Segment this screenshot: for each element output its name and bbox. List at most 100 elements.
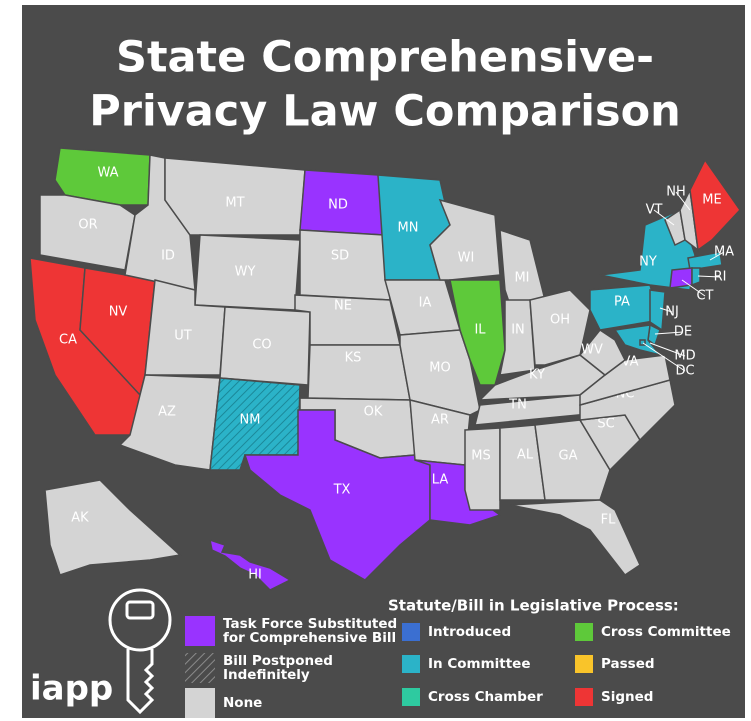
state-label: MA [714, 245, 734, 260]
legend-label: Introduced [428, 624, 512, 640]
leader-line [649, 342, 686, 357]
state-label: GA [559, 449, 578, 464]
state [613, 324, 662, 357]
state-label: DC [675, 364, 694, 379]
state-label: HI [248, 568, 262, 583]
state [464, 427, 501, 511]
state-label: OH [550, 313, 570, 328]
leader-line [659, 307, 673, 313]
legend-swatch [185, 688, 215, 718]
state [691, 267, 701, 287]
state-label: MT [225, 196, 244, 211]
legend-label: Passed [601, 656, 655, 672]
legend-swatch [402, 623, 420, 641]
state-label: UT [174, 329, 192, 344]
leader-line [653, 209, 675, 226]
title-line: State Comprehensive- [116, 33, 654, 83]
state-label: AL [517, 448, 534, 463]
state-label: TX [333, 483, 351, 498]
state-label: MI [514, 271, 529, 286]
state [243, 409, 431, 581]
state-label: LA [432, 473, 449, 488]
state-label: AR [431, 413, 449, 428]
states: WA OR CA NV ID MT WY UT CO AZ NM ND SD NE KS OK TX MN IA MO… [29, 147, 741, 591]
state [499, 299, 536, 376]
state-label: MS [471, 449, 490, 464]
state-label: PA [614, 295, 630, 310]
legend-swatch [575, 623, 593, 641]
state [299, 229, 391, 301]
state-label: FL [601, 513, 616, 528]
state-label: NH [666, 185, 686, 200]
state-label: MO [429, 361, 450, 376]
state-label: NV [109, 305, 128, 320]
state-label: IN [511, 323, 525, 338]
state-label: MD [674, 349, 695, 364]
state-label: IL [474, 323, 486, 338]
state-label: OR [78, 218, 97, 233]
leader-line [675, 191, 691, 211]
legend-swatch [185, 616, 215, 646]
state-label: ID [161, 249, 175, 264]
legend-swatch [185, 653, 215, 683]
state-label: MN [398, 221, 419, 236]
state-label: CO [252, 338, 271, 353]
state-label: RI [714, 270, 727, 285]
state-label: TN [508, 398, 527, 413]
legend-label: Signed [601, 689, 654, 705]
state-label: WA [97, 166, 118, 181]
state [449, 279, 506, 386]
leader-line [654, 331, 684, 335]
state-label: WY [235, 265, 256, 280]
legend-swatch [575, 688, 593, 706]
leader-line [697, 275, 721, 278]
state-label: VT [646, 203, 663, 218]
state-label: OK [364, 405, 383, 420]
state-label: CT [696, 289, 713, 304]
legend-swatch [575, 655, 593, 673]
state-label: SD [331, 249, 349, 264]
state-label: AZ [158, 405, 176, 420]
legend-swatch [402, 655, 420, 673]
leader-line [709, 251, 725, 261]
state-label: KY [529, 368, 545, 383]
state-label: KS [345, 351, 362, 366]
state-label: SC [597, 417, 614, 432]
state-label: AK [71, 511, 89, 526]
state-label: NJ [665, 305, 679, 320]
state-label: ND [328, 198, 348, 213]
leader-line [642, 342, 686, 372]
state-label: NE [334, 299, 352, 314]
key-icon [108, 588, 172, 715]
legend-label: Cross Committee [601, 624, 731, 640]
state [209, 538, 292, 591]
state-label: NY [639, 255, 657, 270]
brand: iapp [30, 669, 113, 709]
state [689, 158, 741, 252]
state-label: DE [674, 325, 692, 340]
leader-line [681, 279, 706, 297]
legend-label: None [223, 695, 263, 711]
legend-title: Statute/Bill in Legislative Process: [388, 597, 679, 615]
legend-label: Bill Postponed Indefinitely [223, 653, 333, 683]
state-label: WV [581, 343, 603, 358]
state-label: ME [702, 193, 721, 208]
state-label: VA [622, 355, 639, 370]
state [429, 198, 501, 281]
legend-swatch [402, 688, 420, 706]
title-line: Privacy Law Comparison [89, 87, 681, 137]
state [509, 499, 641, 577]
legend-label: Cross Chamber [428, 689, 543, 705]
state [589, 284, 661, 331]
state [44, 479, 182, 576]
legend-label: Task Force Substituted for Comprehensive… [223, 616, 398, 646]
state-label: WI [458, 251, 475, 266]
state-label: CA [59, 333, 77, 348]
state-label: NM [240, 413, 261, 428]
state [649, 289, 666, 332]
state-label: IA [419, 296, 432, 311]
state [578, 328, 626, 376]
legend-label: In Committee [428, 656, 531, 672]
